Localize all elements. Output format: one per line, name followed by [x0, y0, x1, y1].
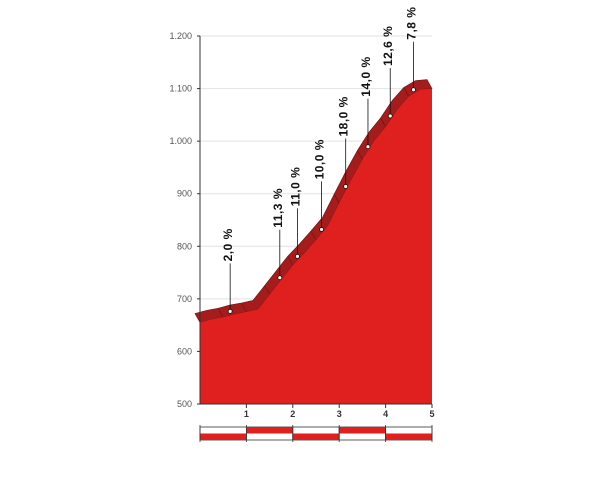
band-segment-edge — [264, 285, 270, 295]
gradient-marker — [387, 113, 393, 119]
profile-area-fill — [200, 88, 432, 405]
gradient-label: 18,0 % — [337, 96, 351, 136]
band-segment-edge — [217, 308, 224, 318]
y-tick-label: 1.200 — [169, 31, 192, 41]
x-tick-label: 3 — [337, 409, 342, 419]
gradient-labels: 2,0 % 11,3 %11,0 % 10,0 % 18,0 % 14,0 % 12,6 … — [221, 7, 418, 314]
band-segment-edge — [380, 117, 386, 128]
x-tick-label: 1 — [244, 409, 249, 419]
gradient-marker — [365, 144, 371, 150]
gradient-label: 2,0 % — [221, 228, 235, 261]
y-tick-label: 900 — [177, 189, 192, 199]
gradient-label: 14,0 % — [359, 56, 373, 96]
scale-bar-fill — [339, 427, 386, 434]
band-segment-edge — [357, 150, 363, 160]
band-segment-edge — [287, 256, 294, 266]
gradient-label: 7,8 % — [404, 7, 418, 40]
band-segment-edge — [310, 230, 317, 241]
y-tick-label: 800 — [177, 241, 192, 251]
band-segment-edge — [333, 194, 340, 204]
scale-bar-fill — [200, 433, 247, 440]
gradient-marker — [277, 275, 283, 281]
x-tick-label: 5 — [429, 409, 434, 419]
profile-top-band — [194, 79, 433, 323]
gradient-marker — [295, 253, 300, 259]
profile-area — [194, 79, 433, 405]
band-segment-edge — [403, 87, 410, 97]
y-tick-label: 700 — [177, 294, 192, 304]
gradient-marker — [319, 227, 324, 232]
y-tick-label: 600 — [177, 346, 192, 356]
distance-scale-bar — [199, 425, 433, 442]
x-tick-label: 2 — [290, 409, 295, 419]
y-tick-label: 1.000 — [169, 136, 192, 146]
scale-bar-fill — [385, 433, 432, 440]
gradient-label: 12,6 % — [381, 26, 395, 66]
gradient-marker — [343, 184, 349, 189]
band-segment-edge — [241, 302, 247, 313]
scale-bar-fill — [246, 427, 293, 434]
gradient-marker — [227, 308, 233, 314]
scale-bar-fill — [292, 433, 340, 440]
axes: 500 600 700 800 900 1.000 1.100 1.200 1 2 3 4 5 — [169, 31, 434, 419]
gradient-marker — [411, 87, 416, 93]
y-tick-label: 1.100 — [169, 84, 192, 94]
y-tick-label: 500 — [177, 399, 192, 409]
gradient-label: 11,3 % — [271, 188, 285, 228]
gradient-label: 11,0 % — [288, 167, 302, 207]
gradient-label: 10,0 % — [313, 139, 327, 179]
x-tick-label: 4 — [383, 409, 388, 419]
